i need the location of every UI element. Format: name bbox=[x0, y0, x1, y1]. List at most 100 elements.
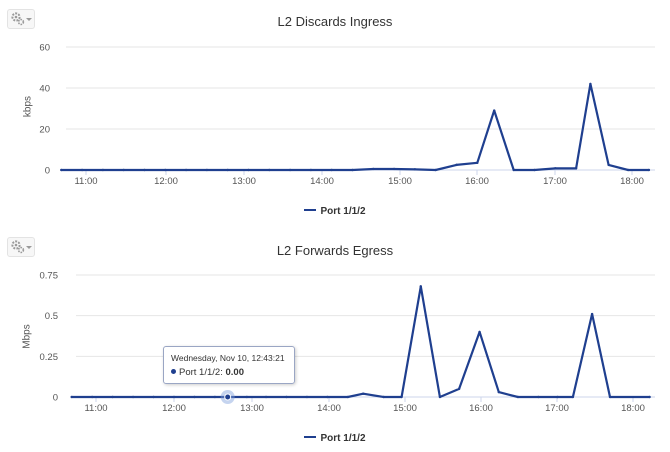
data-point[interactable] bbox=[647, 168, 651, 172]
chart-panel-forwards: L2 Forwards Egress Mbps 0 0.25 0.5 0.75 11:0… bbox=[0, 228, 670, 452]
chart-menu-button[interactable] bbox=[7, 9, 35, 29]
data-point[interactable] bbox=[607, 163, 610, 167]
data-point[interactable] bbox=[80, 168, 84, 172]
data-point[interactable] bbox=[626, 168, 630, 172]
chart-title: L2 Forwards Egress bbox=[276, 243, 394, 258]
x-tick-label: 11:00 bbox=[74, 176, 97, 187]
data-point[interactable] bbox=[351, 168, 354, 172]
data-point[interactable] bbox=[478, 330, 481, 334]
data-point[interactable] bbox=[438, 395, 442, 399]
data-point[interactable] bbox=[400, 395, 403, 399]
data-tooltip: Wednesday, Nov 10, 12:43:21 Port 1/1/2: … bbox=[163, 346, 295, 384]
legend[interactable]: Port 1/1/2 bbox=[0, 433, 670, 444]
tooltip-date: Wednesday, Nov 10, 12:43:21 bbox=[171, 353, 285, 363]
tooltip-series: Port 1/1/2: 0.00 bbox=[171, 367, 244, 378]
data-point[interactable] bbox=[434, 168, 437, 172]
data-point[interactable] bbox=[362, 392, 365, 395]
data-point[interactable] bbox=[247, 168, 250, 172]
data-point[interactable] bbox=[512, 168, 515, 172]
data-point[interactable] bbox=[264, 395, 268, 399]
x-tick-label: 15:00 bbox=[388, 176, 412, 187]
legend-swatch bbox=[304, 209, 317, 212]
x-tick-label: 16:00 bbox=[465, 176, 489, 187]
tooltip-series-marker bbox=[171, 368, 176, 374]
series-line[interactable] bbox=[60, 82, 651, 172]
data-point[interactable] bbox=[516, 395, 520, 399]
data-point[interactable] bbox=[152, 395, 155, 399]
data-point[interactable] bbox=[193, 395, 196, 399]
tooltip-value: 0.00 bbox=[225, 367, 244, 378]
data-point[interactable] bbox=[589, 82, 592, 86]
data-point[interactable] bbox=[111, 395, 114, 399]
x-tick-label: 17:00 bbox=[545, 403, 569, 414]
hover-marker[interactable] bbox=[224, 393, 232, 401]
data-point[interactable] bbox=[164, 168, 167, 172]
x-tick-label: 13:00 bbox=[240, 403, 264, 414]
data-point[interactable] bbox=[305, 395, 309, 399]
data-point[interactable] bbox=[309, 168, 313, 172]
y-tick-label: 0.5 bbox=[45, 311, 58, 322]
series-line[interactable] bbox=[70, 285, 651, 399]
data-point[interactable] bbox=[590, 312, 594, 316]
data-point[interactable] bbox=[172, 395, 176, 399]
data-point[interactable] bbox=[419, 285, 422, 288]
data-point[interactable] bbox=[330, 168, 333, 172]
data-point[interactable] bbox=[497, 390, 500, 394]
data-point[interactable] bbox=[392, 167, 396, 171]
data-point[interactable] bbox=[556, 395, 559, 399]
data-point[interactable] bbox=[476, 161, 479, 165]
y-tick-label: 0.75 bbox=[40, 271, 59, 282]
gear-icon bbox=[11, 240, 32, 254]
data-point[interactable] bbox=[382, 395, 385, 399]
x-tick-label: 12:00 bbox=[162, 403, 186, 414]
data-point[interactable] bbox=[493, 109, 496, 112]
data-point[interactable] bbox=[143, 168, 146, 172]
x-tick-label: 11:00 bbox=[84, 403, 107, 414]
data-point[interactable] bbox=[608, 395, 612, 399]
y-tick-label: 0 bbox=[53, 393, 58, 404]
chart-panel-discards: L2 Discards Ingress kbps 0 20 40 60 11:00 12:… bbox=[0, 0, 670, 224]
data-point[interactable] bbox=[326, 395, 329, 399]
data-point[interactable] bbox=[648, 395, 651, 399]
data-point[interactable] bbox=[213, 395, 217, 399]
chart-title: L2 Discards Ingress bbox=[277, 14, 393, 29]
tooltip-series-label: Port 1/1/2: bbox=[179, 367, 226, 378]
data-point[interactable] bbox=[226, 168, 229, 172]
data-point[interactable] bbox=[205, 168, 209, 172]
data-point[interactable] bbox=[245, 395, 249, 399]
gear-icon bbox=[11, 12, 32, 26]
legend[interactable]: Port 1/1/2 bbox=[0, 206, 670, 217]
y-tick-label: 0.25 bbox=[40, 352, 59, 363]
data-point[interactable] bbox=[413, 168, 417, 171]
data-point[interactable] bbox=[372, 167, 375, 171]
data-point[interactable] bbox=[537, 395, 540, 399]
data-point[interactable] bbox=[268, 168, 271, 172]
legend-label: Port 1/1/2 bbox=[320, 206, 366, 217]
y-tick-label: 20 bbox=[39, 125, 50, 136]
chart-menu-button[interactable] bbox=[7, 237, 35, 257]
x-tick-label: 14:00 bbox=[310, 176, 334, 187]
caret-down-icon bbox=[26, 246, 32, 249]
y-tick-label: 0 bbox=[45, 166, 50, 177]
data-point[interactable] bbox=[70, 395, 73, 399]
data-point[interactable] bbox=[554, 167, 557, 170]
y-tick-label: 40 bbox=[39, 84, 50, 95]
caret-down-icon bbox=[26, 18, 32, 21]
data-point[interactable] bbox=[533, 168, 536, 172]
data-point[interactable] bbox=[285, 395, 288, 399]
data-point[interactable] bbox=[122, 168, 125, 172]
data-point[interactable] bbox=[131, 395, 135, 399]
chart-plot-forwards: 0 0.25 0.5 0.75 11:00 12:00 13:00 14:00 15:00 16:… bbox=[40, 271, 655, 414]
data-point[interactable] bbox=[455, 163, 458, 167]
chart-plot-discards: 0 20 40 60 11:00 12:00 13:00 14:00 15:00 16:00 17:… bbox=[39, 43, 655, 187]
data-point[interactable] bbox=[574, 167, 578, 170]
data-point[interactable] bbox=[288, 168, 292, 172]
data-point[interactable] bbox=[90, 395, 94, 399]
data-point[interactable] bbox=[571, 395, 575, 399]
data-point[interactable] bbox=[457, 387, 461, 391]
data-point[interactable] bbox=[101, 168, 105, 172]
data-point[interactable] bbox=[346, 395, 350, 399]
data-point[interactable] bbox=[60, 168, 63, 172]
x-tick-label: 18:00 bbox=[621, 403, 645, 414]
data-point[interactable] bbox=[184, 168, 188, 172]
